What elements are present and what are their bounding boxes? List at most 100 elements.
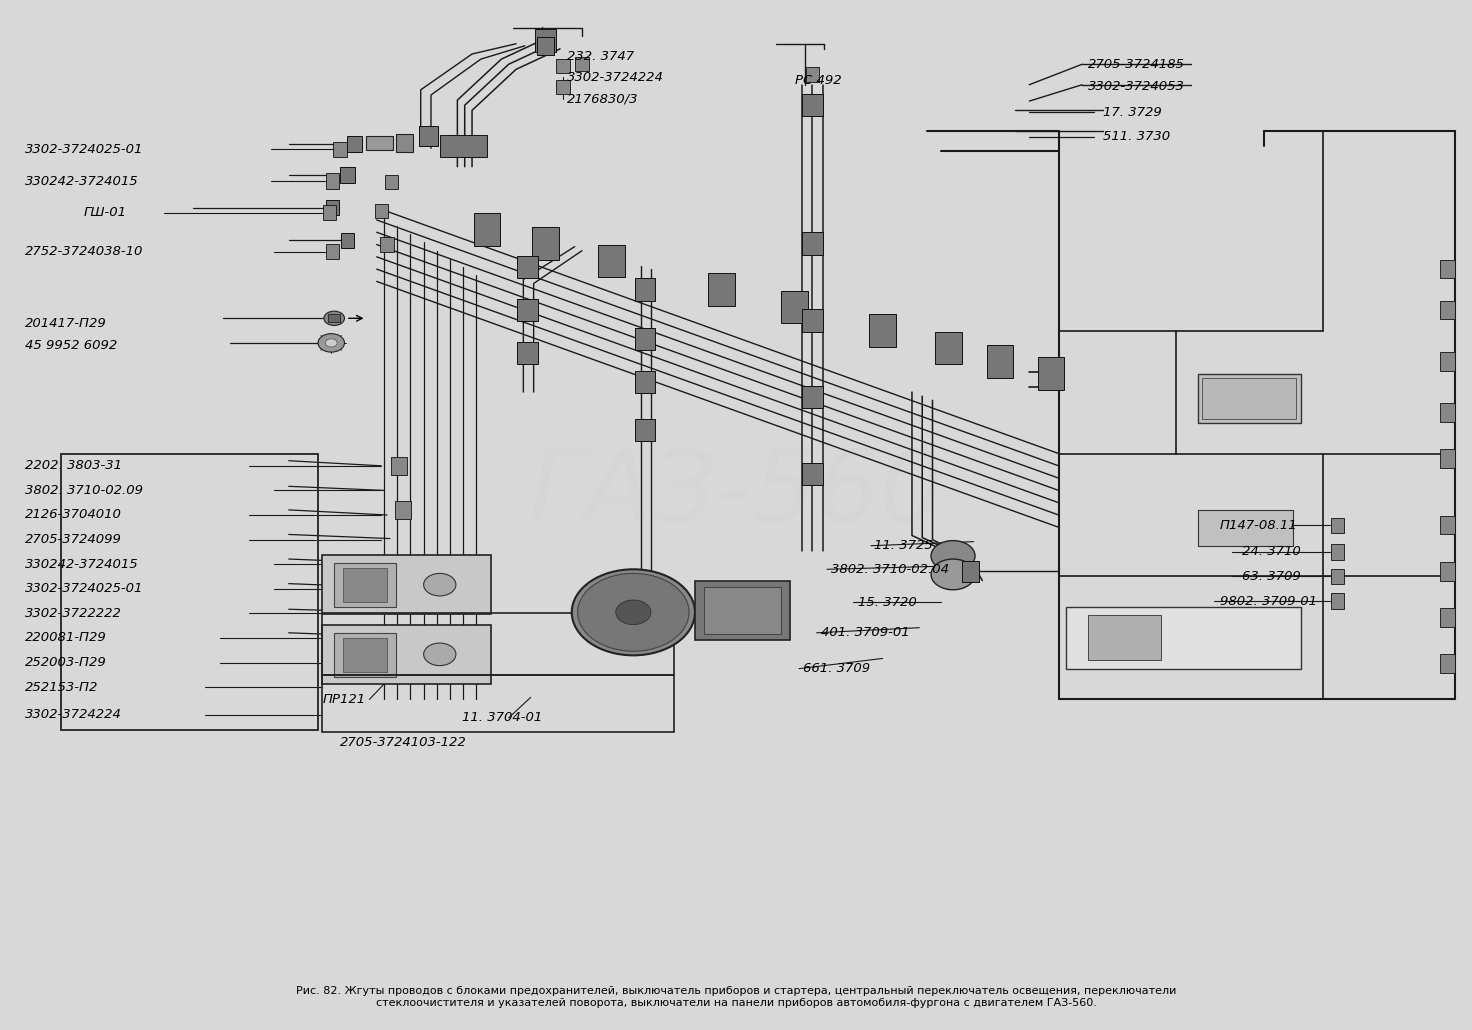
Bar <box>1440 609 1454 626</box>
Bar <box>1440 352 1454 371</box>
Bar <box>1440 654 1454 673</box>
Bar <box>961 561 979 582</box>
Circle shape <box>424 643 456 665</box>
Text: 2126-3704010: 2126-3704010 <box>25 509 122 521</box>
Bar <box>518 299 539 321</box>
Bar <box>533 228 558 260</box>
Text: 3302-3724224: 3302-3724224 <box>25 709 122 721</box>
Bar <box>322 555 492 614</box>
Bar <box>1440 404 1454 421</box>
Bar <box>374 204 387 218</box>
Bar <box>327 244 340 260</box>
Bar <box>1440 260 1454 278</box>
Bar <box>322 675 674 732</box>
Bar <box>1440 301 1454 319</box>
Bar <box>394 502 411 518</box>
Bar <box>802 94 823 116</box>
Bar <box>695 581 790 640</box>
Bar <box>1440 449 1454 468</box>
Bar <box>518 342 539 365</box>
Text: 3302-3724025-01: 3302-3724025-01 <box>25 143 143 156</box>
Text: 2752-3724038-10: 2752-3724038-10 <box>25 245 143 259</box>
Text: 201417-П29: 201417-П29 <box>25 317 106 330</box>
Circle shape <box>577 574 689 651</box>
Text: 661. 3709: 661. 3709 <box>804 662 870 676</box>
Bar <box>1440 562 1454 581</box>
Text: 330242-3724015: 330242-3724015 <box>25 174 138 187</box>
Text: П147-08.11: П147-08.11 <box>1220 519 1297 531</box>
Bar <box>634 371 655 393</box>
Text: 401. 3709-01: 401. 3709-01 <box>821 626 910 640</box>
Text: 3302-3724224: 3302-3724224 <box>567 71 664 84</box>
Bar <box>322 624 492 684</box>
Text: 2176830/3: 2176830/3 <box>567 93 639 106</box>
Text: 232. 3747: 232. 3747 <box>567 49 634 63</box>
Bar <box>1331 517 1344 533</box>
Bar <box>324 205 337 220</box>
Text: 3302-3724025-01: 3302-3724025-01 <box>25 582 143 595</box>
Bar <box>537 37 553 55</box>
Bar <box>418 126 437 146</box>
Bar <box>1440 516 1454 535</box>
Bar <box>708 273 735 306</box>
Text: 2705-3724099: 2705-3724099 <box>25 534 122 546</box>
Bar <box>367 136 393 150</box>
Bar <box>634 278 655 301</box>
Bar <box>536 30 555 52</box>
Bar <box>327 200 340 215</box>
Text: 11. 3725: 11. 3725 <box>874 540 933 552</box>
Text: 9802. 3709-01: 9802. 3709-01 <box>1220 594 1317 608</box>
Text: ГШ-01: ГШ-01 <box>84 206 127 219</box>
Bar <box>935 332 961 365</box>
Text: 2705-3724103-122: 2705-3724103-122 <box>340 735 467 749</box>
Bar <box>474 213 500 245</box>
Circle shape <box>571 570 695 655</box>
Text: ГАЗ-560: ГАЗ-560 <box>528 446 944 543</box>
Text: 3802. 3710-02.04: 3802. 3710-02.04 <box>832 562 949 576</box>
Bar <box>802 232 823 254</box>
Bar <box>802 462 823 485</box>
Circle shape <box>615 600 651 624</box>
Bar <box>634 328 655 350</box>
Bar <box>343 569 387 603</box>
Bar <box>1203 378 1297 419</box>
Bar <box>598 244 624 277</box>
Bar <box>634 419 655 441</box>
Bar <box>334 632 396 677</box>
Circle shape <box>325 339 337 347</box>
Text: ПР121: ПР121 <box>322 693 365 706</box>
Bar <box>805 67 818 81</box>
Bar <box>986 345 1013 378</box>
Text: 330242-3724015: 330242-3724015 <box>25 557 138 571</box>
Bar <box>1088 615 1161 660</box>
Text: 252153-П2: 252153-П2 <box>25 681 99 693</box>
Text: 2202. 3803-31: 2202. 3803-31 <box>25 459 122 473</box>
Bar <box>518 255 539 278</box>
Bar <box>704 587 782 633</box>
Bar <box>62 453 318 730</box>
Bar <box>556 59 570 73</box>
Bar <box>322 613 674 675</box>
Text: 252003-П29: 252003-П29 <box>25 656 106 670</box>
Bar <box>347 136 362 152</box>
Bar <box>556 79 570 94</box>
Text: 3802. 3710-02.09: 3802. 3710-02.09 <box>25 484 143 496</box>
Text: Рис. 82. Жгуты проводов с блоками предохранителей, выключатель приборов и старте: Рис. 82. Жгуты проводов с блоками предох… <box>296 987 1176 1007</box>
Bar <box>1066 608 1301 668</box>
Circle shape <box>930 559 974 590</box>
Bar <box>327 173 340 188</box>
Bar <box>1198 374 1301 422</box>
Bar <box>1331 593 1344 609</box>
Text: 511. 3730: 511. 3730 <box>1103 131 1170 143</box>
Text: 45 9952 6092: 45 9952 6092 <box>25 340 118 352</box>
Bar <box>1331 569 1344 584</box>
Bar <box>576 57 589 71</box>
Bar <box>334 563 396 608</box>
Bar <box>782 290 808 323</box>
Bar <box>380 237 393 251</box>
Text: 3302-3724053: 3302-3724053 <box>1088 80 1185 94</box>
Bar <box>328 314 340 322</box>
Text: 220081-П29: 220081-П29 <box>25 631 106 645</box>
Bar <box>334 141 347 157</box>
Text: 2705-3724185: 2705-3724185 <box>1088 58 1185 71</box>
